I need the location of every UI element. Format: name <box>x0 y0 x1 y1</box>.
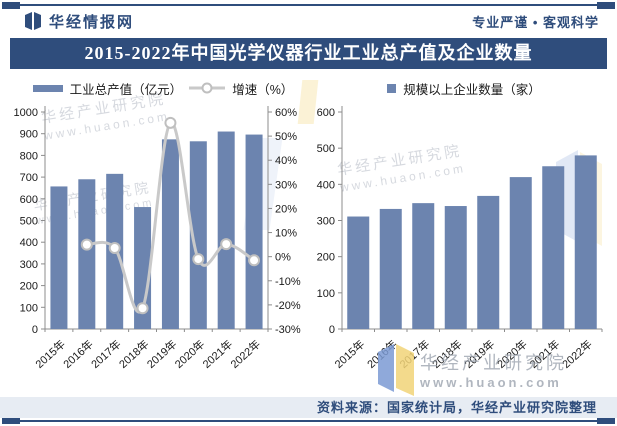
svg-text:2016年: 2016年 <box>364 337 400 371</box>
svg-text:600: 600 <box>317 107 335 119</box>
svg-text:60%: 60% <box>275 107 297 119</box>
svg-text:2021年: 2021年 <box>527 337 563 371</box>
svg-text:2015年: 2015年 <box>332 337 368 371</box>
data-source-note: 资料来源：国家统计局，华经产业研究院整理 <box>0 397 617 418</box>
bar-series-label: 工业总产值（亿元） <box>69 82 183 97</box>
line-series-swatch-icon <box>189 82 226 94</box>
svg-text:2020年: 2020年 <box>494 337 530 371</box>
brand-name: 华经情报网 <box>49 13 135 31</box>
svg-text:1000: 1000 <box>14 107 38 119</box>
svg-text:2022年: 2022年 <box>227 337 263 371</box>
svg-text:800: 800 <box>20 150 38 162</box>
page-title: 2015-2022年中国光学仪器行业工业总产值及企业数量 <box>10 38 607 69</box>
svg-text:2019年: 2019年 <box>144 337 180 371</box>
frame-bottom-left-cap <box>2 417 20 424</box>
huajing-book-logo-icon <box>25 12 41 30</box>
svg-text:-20%: -20% <box>275 300 301 312</box>
frame-top-right-cap <box>597 2 615 9</box>
svg-text:500: 500 <box>317 143 335 155</box>
svg-text:20%: 20% <box>275 203 297 215</box>
svg-text:2022年: 2022年 <box>559 337 595 371</box>
svg-text:100: 100 <box>317 288 335 300</box>
output-value-chart: 工业总产值（亿元） 增速（%） 0 100 200 300 400 500 600 700 80… <box>12 78 314 383</box>
frame-bottom-line <box>2 420 615 422</box>
svg-text:900: 900 <box>20 129 38 141</box>
svg-text:500: 500 <box>20 216 38 228</box>
svg-text:40%: 40% <box>275 155 297 167</box>
svg-text:0: 0 <box>32 324 38 336</box>
svg-text:30%: 30% <box>275 179 297 191</box>
right-chart-legend: 规模以上企业数量（家） <box>316 78 612 98</box>
svg-text:2015年: 2015年 <box>32 337 68 371</box>
frame-top-line <box>2 4 615 6</box>
brand: 华经情报网 <box>24 11 134 32</box>
svg-text:600: 600 <box>20 194 38 206</box>
svg-text:50%: 50% <box>275 131 297 143</box>
svg-text:2021年: 2021年 <box>199 337 235 371</box>
svg-text:200: 200 <box>20 281 38 293</box>
bar-series-swatch <box>387 83 397 93</box>
svg-text:2017年: 2017年 <box>397 337 433 371</box>
output-value-chart-canvas: 0 100 200 300 400 500 600 700 800 900 1000 -30% -20%… <box>14 106 301 371</box>
left-chart-legend: 工业总产值（亿元） 增速（%） <box>12 78 314 98</box>
svg-text:2016年: 2016年 <box>60 337 96 371</box>
svg-text:100: 100 <box>20 302 38 314</box>
svg-text:2017年: 2017年 <box>88 337 124 371</box>
bar-series-label: 规模以上企业数量（家） <box>403 82 541 97</box>
svg-text:300: 300 <box>317 216 335 228</box>
svg-text:0%: 0% <box>275 252 291 264</box>
svg-text:10%: 10% <box>275 228 297 240</box>
line-series-label: 增速（%） <box>232 82 294 97</box>
frame-top-left-cap <box>2 2 20 9</box>
svg-text:300: 300 <box>20 259 38 271</box>
bar-series-swatch <box>32 84 63 92</box>
enterprise-count-chart: 规模以上企业数量（家） 0 100 200 300 400 500 600 2015年 2016… <box>316 78 612 383</box>
svg-text:700: 700 <box>20 172 38 184</box>
header-slogan: 专业严谨 • 客观科学 <box>472 14 599 30</box>
frame-bottom-right-cap <box>597 417 615 424</box>
svg-text:400: 400 <box>20 237 38 249</box>
svg-text:2019年: 2019年 <box>462 337 498 371</box>
svg-text:2018年: 2018年 <box>429 337 465 371</box>
svg-text:-30%: -30% <box>275 324 301 336</box>
header: 华经情报网 专业严谨 • 客观科学 <box>24 9 599 33</box>
svg-text:200: 200 <box>317 252 335 264</box>
enterprise-count-chart-canvas: 01002003004005006002015年2016年2017年2018年2… <box>317 106 603 371</box>
svg-text:0: 0 <box>329 324 335 336</box>
svg-text:-10%: -10% <box>275 276 301 288</box>
svg-text:2018年: 2018年 <box>116 337 152 371</box>
svg-text:2020年: 2020年 <box>172 337 208 371</box>
svg-text:400: 400 <box>317 179 335 191</box>
